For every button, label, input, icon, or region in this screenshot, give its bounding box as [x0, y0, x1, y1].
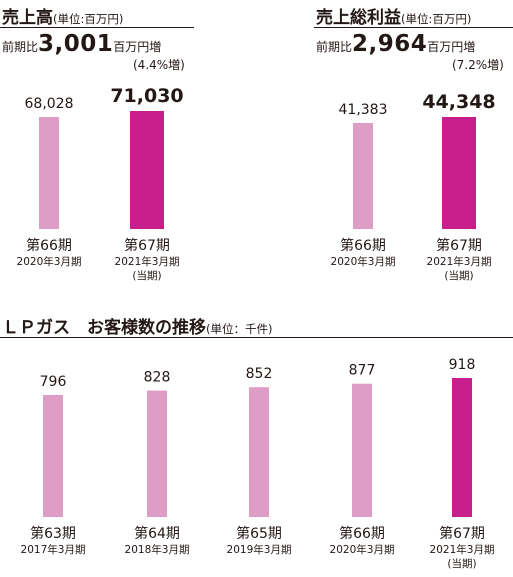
lpg-value-label-3: 877 — [349, 363, 376, 379]
sales-growth-prefix: 前期比 — [2, 40, 39, 54]
lpg-sublabel-1: 2018年3月期 — [125, 543, 190, 556]
gross-value-label-0: 41,383 — [339, 102, 388, 118]
lpg-sublabel-0: 2017年3月期 — [21, 543, 86, 556]
gross-category-label-1: 第67期 — [436, 237, 482, 254]
gross-note-1: (当期) — [444, 269, 473, 282]
sales-growth: 前期比3,001百万円増 — [2, 31, 161, 57]
sales-category-label-0: 第66期 — [26, 237, 72, 254]
gross-sublabel-0: 2020年3月期 — [331, 255, 396, 268]
lpg-value-label-4: 918 — [449, 357, 476, 373]
lpg-bar-4 — [452, 378, 472, 517]
sales-title-rule — [0, 27, 194, 28]
gross-title: 売上総利益(単位:百万円) — [316, 3, 471, 28]
sales-bar-1 — [130, 111, 164, 229]
gross-category-label-0: 第66期 — [340, 237, 386, 254]
gross-value-label-1: 44,348 — [422, 91, 495, 113]
sales-sublabel-1: 2021年3月期 — [115, 255, 180, 268]
gross-growth: 前期比2,964百万円増 — [316, 31, 475, 57]
gross-growth-prefix: 前期比 — [316, 40, 353, 54]
gross-growth-pct: (7.2%増) — [452, 58, 504, 72]
lpg-title-text: ＬＰガス お客様数の推移 — [2, 318, 206, 338]
lpg-sublabel-3: 2020年3月期 — [330, 543, 395, 556]
lpg-title-rule — [0, 337, 513, 338]
lpg-category-label-0: 第63期 — [30, 525, 76, 542]
lpg-bar-3 — [352, 383, 372, 517]
lpg-value-label-1: 828 — [144, 370, 171, 386]
gross-title-text: 売上総利益 — [316, 8, 401, 28]
gross-bar-0 — [353, 123, 373, 229]
gross-sublabel-1: 2021年3月期 — [427, 255, 492, 268]
sales-unit: (単位:百万円) — [53, 12, 124, 26]
lpg-bar-2 — [249, 387, 269, 517]
sales-title: 売上高(単位:百万円) — [2, 3, 123, 28]
sales-category-label-1: 第67期 — [124, 237, 170, 254]
lpg-bar-1 — [147, 390, 167, 517]
sales-growth-value: 3,001 — [38, 31, 114, 57]
gross-unit: (単位:百万円) — [401, 12, 472, 26]
lpg-category-label-2: 第65期 — [236, 525, 282, 542]
lpg-value-label-2: 852 — [246, 366, 273, 382]
lpg-unit: (単位：千件) — [206, 322, 273, 336]
sales-growth-suffix: 百万円増 — [113, 40, 162, 54]
gross-bar-1 — [442, 117, 476, 229]
gross-title-rule — [314, 27, 513, 28]
sales-bar-0 — [39, 117, 59, 229]
sales-value-label-1: 71,030 — [110, 85, 183, 107]
gross-growth-suffix: 百万円増 — [427, 40, 476, 54]
sales-growth-pct: (4.4%増) — [133, 58, 185, 72]
lpg-sublabel-4: 2021年3月期 — [430, 543, 495, 556]
lpg-category-label-4: 第67期 — [439, 525, 485, 542]
lpg-note-4: (当期) — [447, 557, 476, 570]
sales-sublabel-0: 2020年3月期 — [17, 255, 82, 268]
sales-note-1: (当期) — [132, 269, 161, 282]
gross-growth-value: 2,964 — [352, 31, 428, 57]
lpg-value-label-0: 796 — [40, 374, 67, 390]
sales-title-text: 売上高 — [2, 8, 53, 28]
lpg-bar-0 — [43, 395, 63, 517]
lpg-sublabel-2: 2019年3月期 — [227, 543, 292, 556]
lpg-category-label-1: 第64期 — [134, 525, 180, 542]
lpg-category-label-3: 第66期 — [339, 525, 385, 542]
lpg-title: ＬＰガス お客様数の推移(単位：千件) — [2, 313, 272, 338]
sales-value-label-0: 68,028 — [25, 96, 74, 112]
